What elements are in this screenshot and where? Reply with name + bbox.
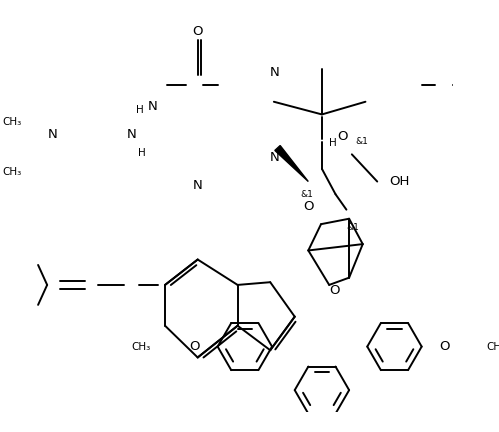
Text: CH₃: CH₃ (486, 342, 499, 352)
Text: CH₃: CH₃ (2, 168, 22, 178)
Text: H: H (329, 138, 337, 149)
Text: O: O (193, 25, 203, 38)
Text: &1: &1 (355, 137, 368, 146)
Text: O: O (329, 284, 340, 297)
Text: N: N (270, 66, 279, 79)
Text: H: H (139, 147, 146, 158)
Text: O: O (189, 340, 199, 353)
Polygon shape (275, 146, 308, 181)
Text: OH: OH (389, 175, 409, 188)
Text: &1: &1 (300, 190, 313, 199)
Text: CH₃: CH₃ (2, 117, 22, 127)
Text: N: N (270, 151, 279, 164)
Text: N: N (48, 128, 57, 141)
Text: O: O (337, 130, 348, 143)
Text: O: O (303, 200, 313, 213)
Text: H: H (136, 105, 144, 115)
Text: N: N (127, 128, 136, 141)
Text: N: N (193, 179, 203, 192)
Text: N: N (148, 100, 157, 113)
Text: O: O (439, 340, 450, 353)
Text: &1: &1 (346, 223, 359, 232)
Text: CH₃: CH₃ (131, 342, 151, 352)
